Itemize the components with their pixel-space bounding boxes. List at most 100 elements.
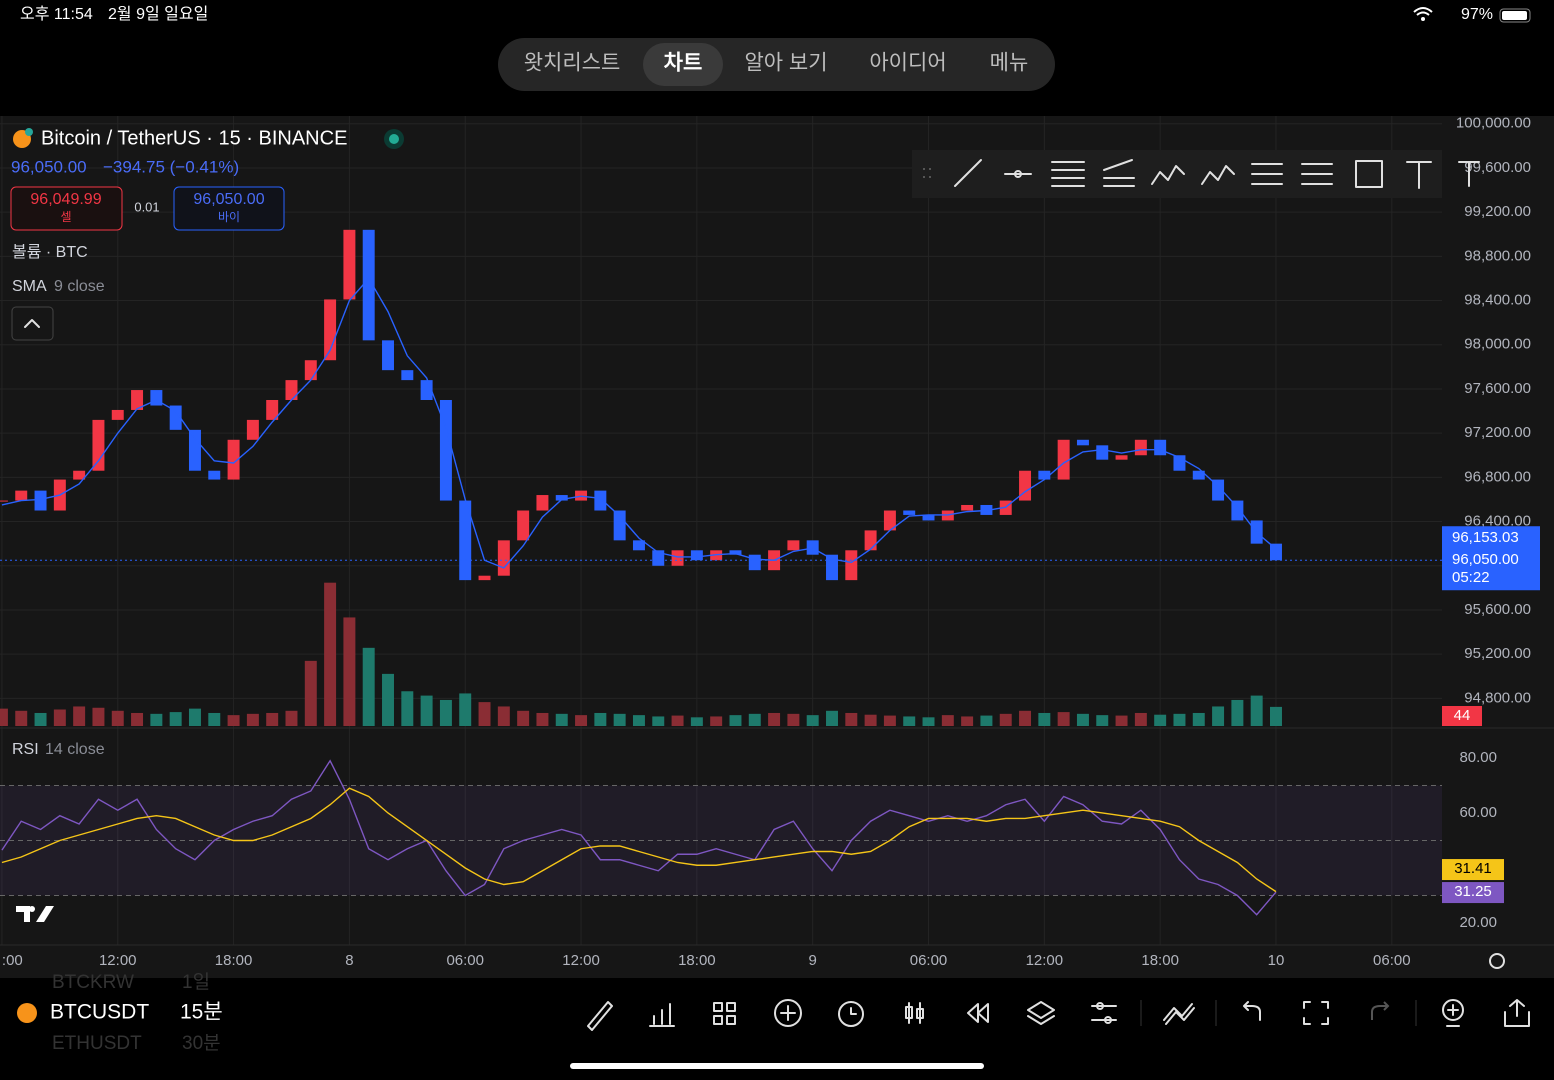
y-tick-label: 95,600.00 [1464,601,1531,618]
x-tick-label: :00 [2,952,23,969]
volume-bar [1115,715,1128,726]
range-tool[interactable] [1251,163,1283,185]
candle [92,419,105,471]
volume-bar [53,709,66,726]
trend-line-tool[interactable] [954,159,982,187]
x-tick-label: 18:00 [678,952,716,969]
trade-button[interactable] [1442,999,1464,1021]
projection-tool[interactable] [1301,163,1333,185]
volume-bar [690,717,703,726]
indicators-button[interactable] [649,1003,675,1027]
candle [304,360,317,381]
candle [401,370,414,381]
y-tick-label: 94,800.00 [1464,689,1531,706]
abcd-tool[interactable] [1201,165,1235,185]
battery-level: 97% [1461,6,1493,23]
layout-button[interactable] [713,1002,723,1012]
bottom-interval[interactable]: 15분 [180,1001,223,1024]
volume-bar [208,712,221,726]
wifi-icon [1413,7,1433,21]
candle [1076,439,1089,446]
alert-button[interactable] [838,1001,864,1027]
candle [652,550,665,566]
volume-bar [497,706,510,726]
candle [1192,470,1205,480]
replay-button[interactable] [967,1003,989,1023]
collapse-button[interactable] [11,306,54,341]
candle [555,495,568,501]
y-tick-label: 98,000.00 [1464,336,1531,353]
share-button[interactable] [1504,999,1530,1027]
candle [613,510,626,541]
y-tick-label: 95,200.00 [1464,645,1531,662]
volume-bar [941,715,954,726]
rsi-tick-label: 20.00 [1459,914,1497,931]
volume-bar [73,706,86,726]
volume-legend: 볼륨 · BTC [12,243,88,261]
rectangle-tool[interactable] [1355,160,1383,188]
y-tick-label: 98,800.00 [1464,247,1531,264]
y-tick-label: 99,200.00 [1464,203,1531,220]
prev-symbol: BTCKRW [52,972,134,993]
sell-price: 96,049.99 [30,191,101,208]
next-interval: 30분 [182,1033,221,1054]
rsi-tick-label: 60.00 [1459,804,1497,821]
candle [1134,439,1147,456]
buy-label: 바이 [218,210,240,224]
symbol-name[interactable]: Bitcoin / TetherUS · 15 · BINANCE [41,127,347,149]
draw-tool[interactable] [587,1001,613,1031]
undo-button[interactable] [1243,1001,1261,1021]
candle [34,490,47,511]
y-tick-label: 98,400.00 [1464,292,1531,309]
volume-bar [34,712,47,726]
candle [748,554,761,571]
battery-icon [1499,8,1531,23]
pattern-tool[interactable] [1151,165,1185,185]
text-tool[interactable] [1406,161,1432,189]
fullscreen-button[interactable] [1303,1001,1329,1025]
candle [459,500,472,581]
fib-tool[interactable] [1051,161,1085,187]
bottom-symbol[interactable]: BTCUSDT [50,1001,149,1024]
candle [188,429,201,471]
tab[interactable]: 차트 [664,52,703,75]
compare-button[interactable] [1163,1003,1195,1025]
price-label-bg [1442,526,1540,591]
buy-button[interactable] [173,186,285,231]
volume-bar [1096,715,1109,726]
tab[interactable]: 메뉴 [990,52,1029,75]
candle [362,229,375,341]
x-tick-label: 9 [809,952,817,969]
candle [420,380,433,401]
fork-tool[interactable] [1103,159,1135,187]
candle [961,504,974,511]
sell-button[interactable] [10,186,123,231]
volume-bar [1154,714,1167,726]
redo-button[interactable] [1371,1001,1390,1020]
settings-button[interactable] [1489,953,1505,969]
sma-label: 96,153.03 [1452,529,1519,546]
add-button[interactable] [774,999,802,1027]
volume-bar [999,713,1012,726]
volume-bar [845,712,858,726]
volume-bar [1212,706,1225,726]
buy-price: 96,050.00 [193,191,264,208]
candle [1115,455,1128,460]
volume-bar [536,712,549,726]
tab[interactable]: 알아 보기 [744,52,827,75]
bottom-tools [587,999,1530,1031]
candle [382,340,394,371]
toolbar-bg [912,150,1442,198]
active-tab-bg [643,43,723,86]
candle [285,380,298,401]
tab[interactable]: 왓치리스트 [524,52,621,75]
next-symbol: ETHUSDT [52,1033,142,1054]
anchored-text-tool[interactable] [1458,161,1480,187]
layers-button[interactable] [1027,1001,1055,1025]
grid: :00 12:00 18:00 8 06:00 12:00 18:00 9 06:00 12:00… [0,115,1554,969]
volume-bar [0,708,8,726]
volume-bar [401,691,414,726]
candle [826,554,838,581]
candle [15,490,28,501]
tab[interactable]: 아이디어 [869,52,946,75]
